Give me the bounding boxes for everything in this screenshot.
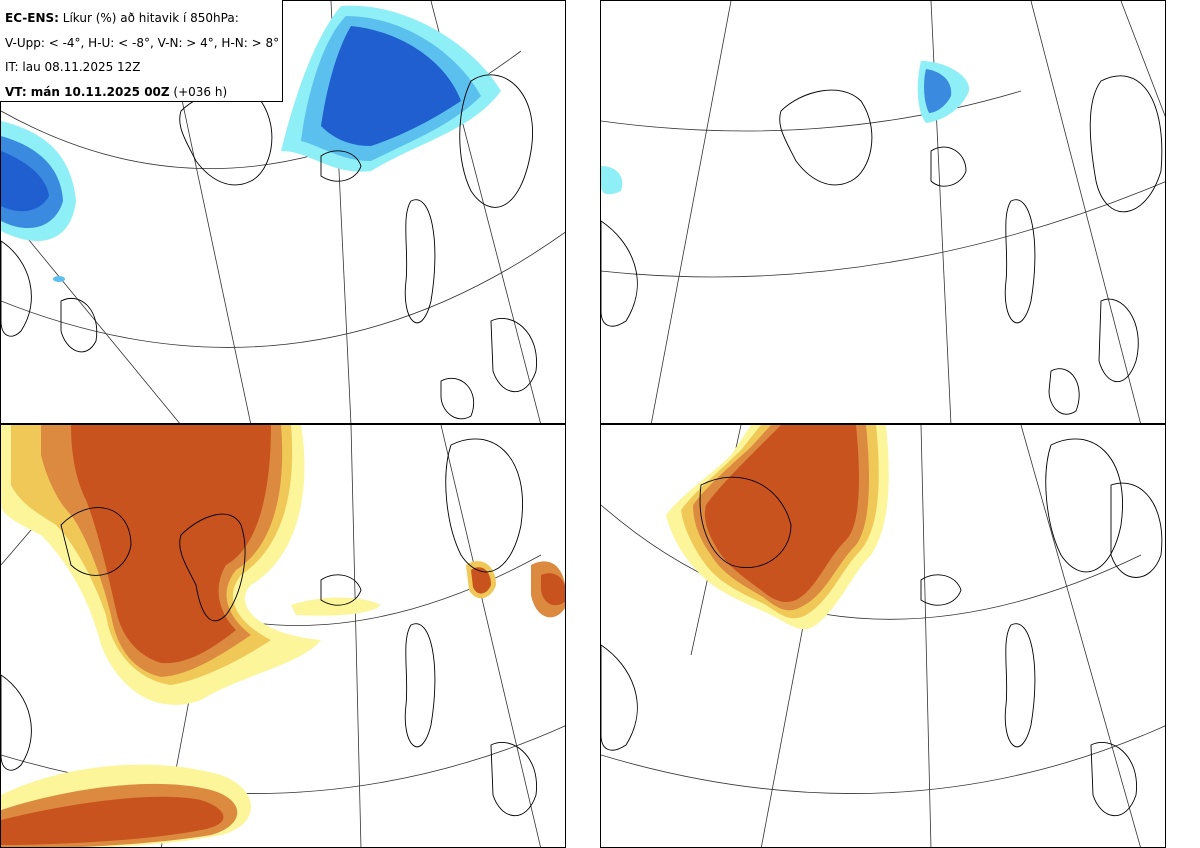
- info-box: EC-ENS: Líkur (%) að hitavik í 850hPa: V…: [0, 0, 283, 102]
- info-thresholds: V-Upp: < -4°, H-U: < -8°, V-N: > 4°, H-N…: [5, 35, 280, 50]
- coastlines: [1, 74, 537, 420]
- probability-shading: [666, 425, 889, 630]
- probability-shading: [601, 61, 970, 195]
- panel-lower-right: 1009565355: [600, 424, 1166, 848]
- info-initial-time: IT: lau 08.11.2025 12Z: [5, 60, 141, 74]
- coastlines: [601, 75, 1163, 415]
- coastlines: [1, 438, 537, 817]
- panel-upper-right: 1009565355: [600, 0, 1166, 424]
- map-lower-right: [601, 425, 1165, 847]
- map-lower-left: [1, 425, 565, 847]
- map-upper-right: [601, 1, 1165, 423]
- info-valid-time: VT: mán 10.11.2025 00Z (+036 h): [5, 84, 228, 99]
- map-upper-left: [1, 1, 565, 423]
- panel-lower-left: 1009565355: [0, 424, 566, 848]
- probability-shading: [1, 5, 501, 282]
- probability-shading: [1, 425, 565, 847]
- graticule: [601, 1, 1165, 423]
- info-title: EC-ENS: Líkur (%) að hitavik í 850hPa:: [5, 11, 239, 25]
- panel-upper-left: 1009565355: [0, 0, 566, 424]
- coastlines: [601, 438, 1163, 817]
